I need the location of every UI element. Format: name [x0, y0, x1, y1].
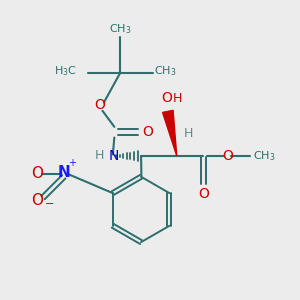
Text: O: O	[31, 166, 43, 181]
Text: H$_3$C: H$_3$C	[54, 64, 77, 78]
Text: +: +	[68, 158, 76, 168]
Text: O: O	[222, 149, 233, 163]
Text: H: H	[184, 127, 194, 140]
Text: −: −	[44, 199, 54, 208]
Text: O: O	[198, 187, 209, 201]
Text: H: H	[173, 92, 183, 105]
Text: N: N	[108, 149, 119, 163]
Text: H: H	[94, 149, 104, 162]
Text: CH$_3$: CH$_3$	[253, 149, 275, 163]
Polygon shape	[163, 110, 177, 156]
Text: CH$_3$: CH$_3$	[109, 22, 131, 36]
Text: N: N	[57, 165, 70, 180]
Text: O: O	[161, 92, 172, 105]
Text: O: O	[94, 98, 105, 112]
Text: CH$_3$: CH$_3$	[154, 64, 177, 78]
Text: O: O	[31, 193, 43, 208]
Text: O: O	[142, 125, 153, 139]
